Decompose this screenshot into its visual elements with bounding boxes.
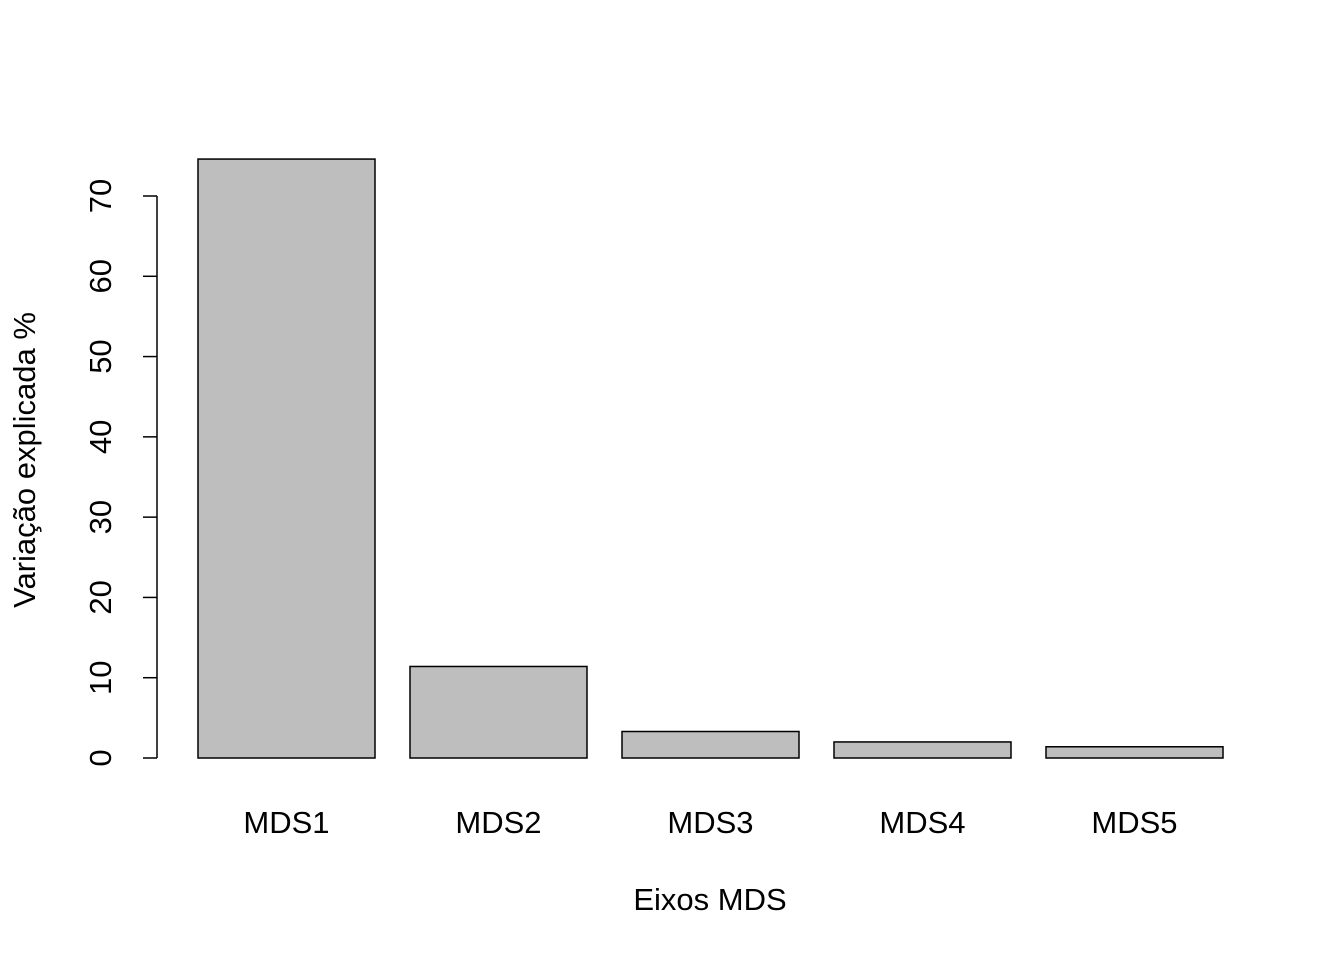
x-category-labels: MDS1 MDS2 MDS3 MDS4 MDS5 xyxy=(243,805,1177,840)
y-tick-label: 50 xyxy=(83,339,118,373)
bar-mds1 xyxy=(197,158,376,759)
y-tick-label: 40 xyxy=(83,420,118,454)
bar-mds3 xyxy=(621,730,800,759)
y-axis-title: Variação explicada % xyxy=(7,312,42,608)
x-axis-title: Eixos MDS xyxy=(633,882,786,917)
y-axis: 0 10 20 30 40 50 60 70 xyxy=(83,179,158,767)
y-tick-label: 30 xyxy=(83,500,118,534)
y-tick-label: 0 xyxy=(83,749,118,766)
x-category-label: MDS3 xyxy=(667,805,753,840)
x-category-label: MDS1 xyxy=(243,805,329,840)
y-tick-label: 20 xyxy=(83,580,118,614)
y-tick-label: 10 xyxy=(83,660,118,694)
bars xyxy=(197,158,1224,759)
x-category-label: MDS4 xyxy=(879,805,965,840)
bar-mds4 xyxy=(833,741,1012,759)
x-category-label: MDS5 xyxy=(1091,805,1177,840)
y-tick-label: 60 xyxy=(83,259,118,293)
y-tick-label: 70 xyxy=(83,179,118,213)
bar-mds5 xyxy=(1045,746,1224,759)
bar-mds2 xyxy=(409,665,588,759)
x-category-label: MDS2 xyxy=(455,805,541,840)
